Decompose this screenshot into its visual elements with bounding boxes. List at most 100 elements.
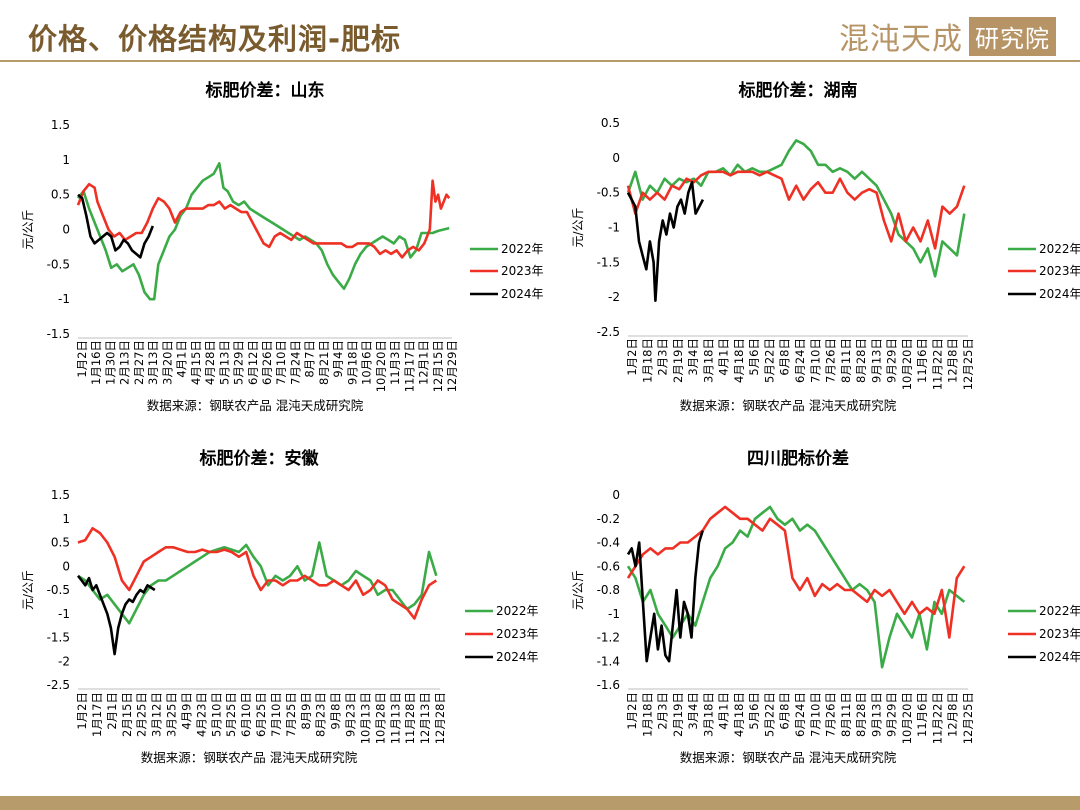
x-tick-label: 6月24日 bbox=[793, 692, 807, 737]
legend-label: 2023年 bbox=[496, 627, 539, 641]
x-tick-label: 1月17日 bbox=[90, 692, 104, 737]
x-tick-label: 2月3日 bbox=[656, 692, 670, 730]
legend-label: 2023年 bbox=[1039, 627, 1080, 641]
x-tick-label: 9月8日 bbox=[329, 692, 343, 730]
chart-title: 标肥价差：山东 bbox=[206, 80, 325, 101]
y-tick-label: -1.2 bbox=[597, 631, 620, 645]
x-tick-label: 5月13日 bbox=[217, 340, 231, 385]
x-tick-label: 1月18日 bbox=[640, 338, 654, 383]
x-tick-label: 12月29日 bbox=[445, 340, 459, 392]
legend-label: 2024年 bbox=[1039, 287, 1080, 301]
y-tick-label: 0.5 bbox=[51, 536, 70, 550]
x-tick-label: 10月13日 bbox=[358, 692, 372, 744]
x-tick-label: 12月8日 bbox=[946, 692, 960, 737]
y-tick-label: -1.5 bbox=[47, 327, 70, 341]
logo-text: 混沌天成 bbox=[839, 22, 963, 57]
y-axis-title: 元/公斤 bbox=[21, 570, 35, 610]
series-line-2023年 bbox=[76, 179, 451, 259]
x-tick-label: 12月1日 bbox=[417, 340, 431, 385]
x-tick-label: 4月23日 bbox=[194, 692, 208, 737]
y-tick-label: -1 bbox=[608, 607, 620, 621]
y-tick-label: -2 bbox=[58, 654, 70, 668]
x-tick-label: 2月19日 bbox=[671, 692, 685, 737]
x-tick-label: 3月13日 bbox=[146, 340, 160, 385]
legend-label: 2024年 bbox=[496, 650, 539, 664]
x-tick-label: 10月6日 bbox=[360, 340, 374, 385]
x-tick-label: 12月15日 bbox=[431, 340, 445, 392]
x-tick-label: 4月18日 bbox=[732, 338, 746, 383]
x-tick-label: 10月20日 bbox=[900, 338, 914, 390]
x-tick-label: 11月17日 bbox=[402, 340, 416, 392]
y-tick-label: -2.5 bbox=[47, 678, 70, 692]
x-tick-label: 6月8日 bbox=[778, 692, 792, 730]
series-line-2024年 bbox=[626, 530, 704, 663]
x-tick-label: 7月26日 bbox=[824, 692, 838, 737]
y-tick-label: 0.5 bbox=[51, 188, 70, 202]
x-tick-label: 9月4日 bbox=[331, 340, 345, 378]
series-line-2022年 bbox=[76, 162, 450, 301]
x-tick-label: 7月25日 bbox=[284, 692, 298, 737]
y-tick-label: 1 bbox=[62, 153, 70, 167]
chart-source-note: 数据来源：钢联农产品 混沌天成研究院 bbox=[680, 750, 897, 765]
y-tick-label: -1 bbox=[58, 607, 70, 621]
y-axis-title: 元/公斤 bbox=[571, 570, 585, 610]
x-tick-label: 2月19日 bbox=[671, 338, 685, 383]
legend-label: 2022年 bbox=[496, 604, 539, 618]
x-tick-label: 5月22日 bbox=[762, 338, 776, 383]
x-tick-label: 10月20日 bbox=[374, 340, 388, 392]
x-tick-label: 1月2日 bbox=[75, 692, 89, 730]
x-tick-label: 12月8日 bbox=[946, 338, 960, 383]
x-tick-label: 8月11日 bbox=[839, 338, 853, 383]
x-tick-label: 5月25日 bbox=[224, 692, 238, 737]
y-tick-label: -0.8 bbox=[597, 583, 620, 597]
y-tick-label: -0.5 bbox=[597, 186, 620, 200]
y-tick-label: 1 bbox=[62, 512, 70, 526]
x-tick-label: 10月20日 bbox=[900, 692, 914, 744]
x-tick-label: 1月2日 bbox=[75, 340, 89, 378]
x-tick-label: 1月18日 bbox=[640, 692, 654, 737]
x-tick-label: 12月13日 bbox=[418, 692, 432, 744]
x-tick-label: 7月10日 bbox=[274, 340, 288, 385]
x-tick-label: 12月25日 bbox=[961, 692, 975, 744]
x-tick-label: 1月30日 bbox=[103, 340, 117, 385]
x-tick-label: 5月10日 bbox=[209, 692, 223, 737]
x-tick-label: 8月11日 bbox=[839, 692, 853, 737]
x-tick-label: 7月10日 bbox=[808, 338, 822, 383]
y-tick-label: -1.4 bbox=[597, 654, 620, 668]
legend-label: 2022年 bbox=[1039, 242, 1080, 256]
series-line-2023年 bbox=[626, 505, 966, 639]
x-tick-label: 3月4日 bbox=[686, 692, 700, 730]
x-tick-label: 9月13日 bbox=[869, 338, 883, 383]
x-tick-label: 1月2日 bbox=[625, 692, 639, 730]
x-tick-label: 2月27日 bbox=[132, 340, 146, 385]
y-tick-label: -1.6 bbox=[597, 678, 620, 692]
x-tick-label: 2月15日 bbox=[120, 692, 134, 737]
x-tick-label: 9月13日 bbox=[869, 692, 883, 737]
x-tick-label: 8月21日 bbox=[317, 340, 331, 385]
y-tick-label: 1.5 bbox=[51, 118, 70, 132]
chart-shandong: 标肥价差：山东 1.5 1 0.5 0 -0.5 -1 -1.5 元/公斤 1月2日 1月16日 1月… bbox=[21, 80, 544, 413]
y-tick-label: -0.6 bbox=[597, 559, 620, 573]
x-tick-label: 7月24日 bbox=[288, 340, 302, 385]
series-line-2024年 bbox=[626, 180, 705, 302]
x-tick-label: 1月16日 bbox=[89, 340, 103, 385]
y-tick-label: -0.5 bbox=[47, 583, 70, 597]
series-line-2023年 bbox=[77, 527, 438, 620]
series-line-2022年 bbox=[77, 541, 438, 625]
y-tick-label: 0.5 bbox=[601, 116, 620, 130]
x-tick-label: 4月9日 bbox=[179, 692, 193, 730]
x-tick-label: 4月28日 bbox=[203, 340, 217, 385]
series-line-2022年 bbox=[626, 139, 966, 278]
chart-source-note: 数据来源：钢联农产品 混沌天成研究院 bbox=[147, 398, 364, 413]
x-tick-label: 6月8日 bbox=[778, 338, 792, 376]
y-tick-label: 0 bbox=[62, 223, 70, 237]
x-tick-label: 2月1日 bbox=[105, 692, 119, 730]
x-tick-label: 4月1日 bbox=[717, 338, 731, 376]
x-tick-label: 2月25日 bbox=[135, 692, 149, 737]
y-tick-label: -0.5 bbox=[47, 257, 70, 271]
x-tick-label: 2月13日 bbox=[118, 340, 132, 385]
chart-title: 标肥价差：湖南 bbox=[739, 80, 858, 101]
legend-label: 2022年 bbox=[501, 242, 544, 256]
legend-label: 2022年 bbox=[1039, 604, 1080, 618]
